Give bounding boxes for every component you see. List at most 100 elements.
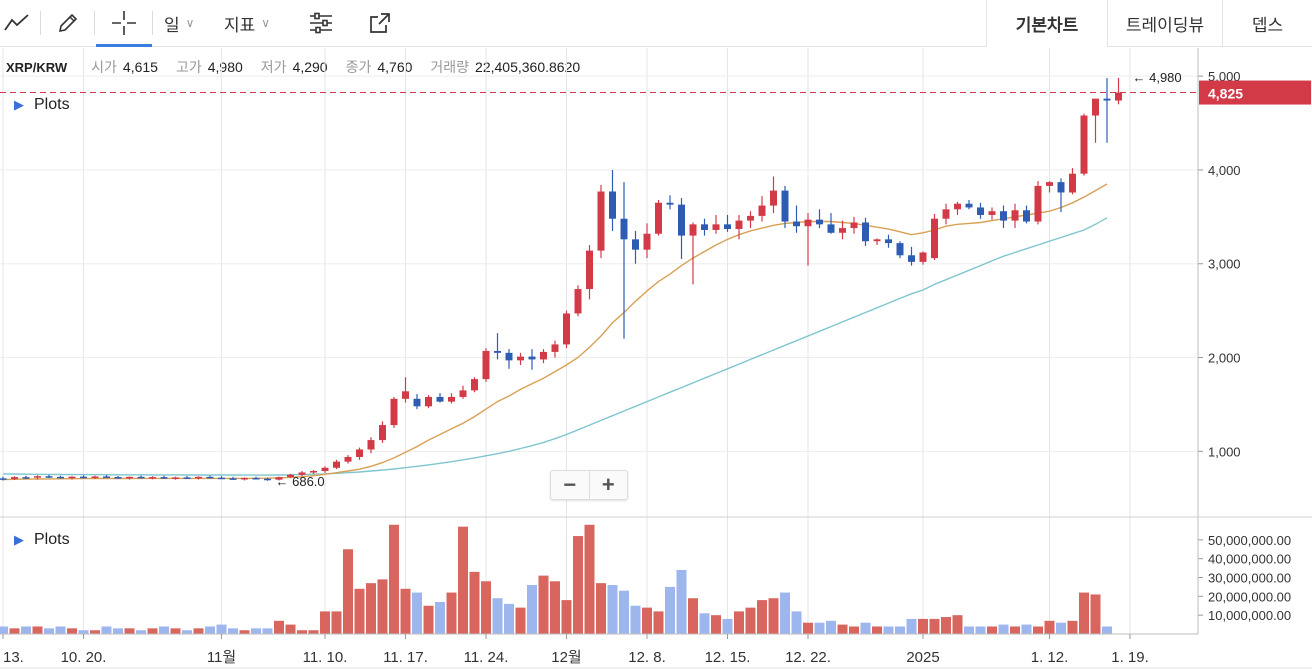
- candle-body: [252, 477, 260, 480]
- x-tick-label: 12. 8.: [628, 649, 666, 666]
- period-selector[interactable]: 일 ∨: [164, 0, 194, 46]
- zoom-out-button[interactable]: −: [563, 472, 577, 497]
- candle-body: [758, 205, 766, 216]
- candle-body: [1069, 173, 1076, 193]
- volume-bar: [906, 618, 917, 634]
- tab-basic-chart[interactable]: 기본차트: [986, 0, 1107, 47]
- external-link-icon[interactable]: [366, 0, 394, 46]
- current-price-label: 4,825: [1208, 86, 1243, 102]
- chart-type-tabs: 기본차트 트레이딩뷰 뎁스: [986, 0, 1312, 47]
- candle-body: [229, 478, 237, 480]
- volume-bar: [941, 617, 951, 634]
- volume-tick-label: 40,000,000.00: [1208, 552, 1291, 567]
- candle-body: [1023, 210, 1030, 222]
- volume-bar: [515, 607, 526, 634]
- x-tick-label: 13.: [3, 649, 24, 666]
- period-label: 일: [164, 15, 180, 35]
- volume-bar: [297, 630, 307, 634]
- volume-bar: [113, 628, 123, 634]
- trend-line-icon[interactable]: [0, 0, 34, 46]
- candle-body: [333, 461, 340, 468]
- candle-body: [655, 202, 662, 234]
- price-tick-label: 2,000: [1208, 351, 1241, 366]
- candle-body: [793, 221, 800, 227]
- x-tick-label: 11. 17.: [383, 649, 428, 666]
- candle-body: [413, 398, 421, 407]
- candle-body: [149, 477, 156, 479]
- volume-bar: [412, 592, 422, 634]
- candle-body: [275, 477, 283, 480]
- candle-body: [22, 477, 30, 479]
- volume-bar: [527, 585, 537, 634]
- volume-bar: [849, 626, 859, 634]
- candle-body: [436, 396, 444, 402]
- candle-body: [448, 396, 455, 402]
- volume-bar: [481, 581, 491, 634]
- zoom-in-button[interactable]: +: [588, 471, 628, 499]
- high-label: 고가: [175, 59, 202, 75]
- candle-body: [586, 250, 593, 290]
- candle-body: [965, 203, 973, 208]
- volume-bar: [653, 611, 664, 634]
- x-tick-label: 11. 24.: [464, 649, 509, 666]
- volume-bar: [561, 600, 572, 634]
- crosshair-icon[interactable]: [108, 0, 140, 46]
- volume-bar: [929, 618, 940, 634]
- candle-body: [11, 477, 18, 480]
- candle-body: [620, 218, 628, 240]
- tab-depth[interactable]: 뎁스: [1222, 0, 1312, 47]
- candle-body: [80, 476, 87, 479]
- volume-bar: [791, 611, 802, 634]
- symbol-label: XRP/KRW: [6, 59, 68, 75]
- volume-plots-toggle[interactable]: ▶ Plots: [14, 531, 70, 549]
- volume-bar: [630, 605, 641, 634]
- candle-body: [908, 255, 915, 262]
- candle-body: [160, 477, 168, 479]
- high-value: 4,980: [207, 59, 243, 75]
- candle-body: [827, 224, 835, 233]
- volume-bar: [32, 626, 43, 634]
- volume-bar: [308, 630, 319, 634]
- x-tick-label: 12월: [551, 649, 582, 666]
- volume-bar: [768, 598, 779, 634]
- volume-bar: [343, 549, 353, 634]
- current-price-tag: [1199, 80, 1311, 105]
- candle-body: [264, 478, 271, 481]
- volume-bar: [757, 600, 767, 634]
- candle-body: [1092, 98, 1099, 116]
- x-tick-label: 12. 15.: [705, 649, 751, 666]
- indicator-selector[interactable]: 지표 ∨: [224, 0, 270, 46]
- tab-tradingview[interactable]: 트레이딩뷰: [1107, 0, 1222, 47]
- candle-body: [977, 207, 984, 215]
- volume-bar: [274, 620, 284, 634]
- candle-body: [459, 390, 467, 397]
- volume-bar: [619, 590, 629, 634]
- candle-body: [218, 477, 225, 480]
- pencil-icon[interactable]: [52, 0, 84, 46]
- volume-bar: [607, 585, 618, 634]
- volume-bar: [699, 613, 710, 634]
- volume-bar: [492, 598, 503, 634]
- open-value: 4,615: [122, 59, 158, 75]
- price-tick-label: 5,000: [1208, 69, 1241, 84]
- active-tool-indicator: [96, 44, 152, 47]
- candle-body: [482, 350, 490, 380]
- candle-body: [701, 224, 708, 230]
- candle-body: [0, 478, 7, 480]
- candle-body: [114, 477, 122, 479]
- price-plots-toggle[interactable]: ▶ Plots: [14, 96, 70, 114]
- volume-bar: [1010, 626, 1020, 634]
- volume-bar: [642, 607, 652, 634]
- volume-bar: [538, 575, 549, 634]
- volume-bar: [366, 583, 376, 634]
- volume-bar: [1033, 626, 1043, 634]
- sliders-icon[interactable]: [306, 0, 336, 46]
- candle-body: [873, 239, 881, 242]
- indicator-label: 지표: [224, 15, 256, 35]
- candle-body: [862, 222, 869, 242]
- volume-bar: [147, 628, 158, 634]
- candle-body: [402, 391, 409, 399]
- candle-body: [471, 379, 478, 391]
